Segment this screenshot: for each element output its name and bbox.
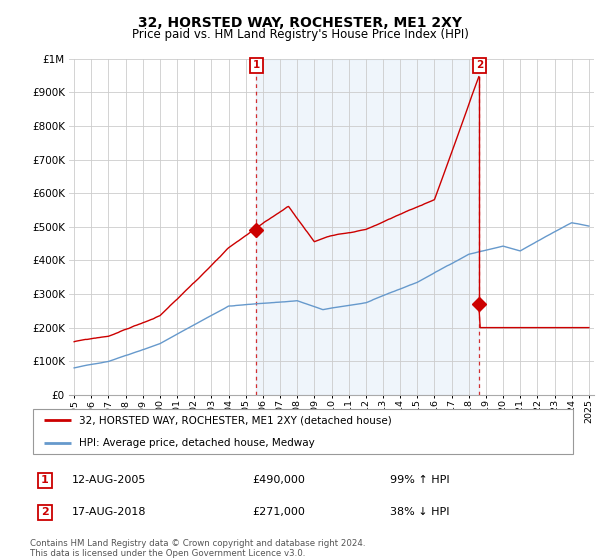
Text: 2: 2 xyxy=(41,507,49,517)
Text: 38% ↓ HPI: 38% ↓ HPI xyxy=(390,507,449,517)
Text: Contains HM Land Registry data © Crown copyright and database right 2024.
This d: Contains HM Land Registry data © Crown c… xyxy=(30,539,365,558)
Text: HPI: Average price, detached house, Medway: HPI: Average price, detached house, Medw… xyxy=(79,438,315,448)
Text: £490,000: £490,000 xyxy=(252,475,305,486)
Text: 32, HORSTED WAY, ROCHESTER, ME1 2XY: 32, HORSTED WAY, ROCHESTER, ME1 2XY xyxy=(138,16,462,30)
Text: Price paid vs. HM Land Registry's House Price Index (HPI): Price paid vs. HM Land Registry's House … xyxy=(131,28,469,41)
Text: 17-AUG-2018: 17-AUG-2018 xyxy=(72,507,146,517)
Text: 1: 1 xyxy=(253,60,260,71)
Text: 1: 1 xyxy=(41,475,49,486)
Text: 99% ↑ HPI: 99% ↑ HPI xyxy=(390,475,449,486)
Text: 12-AUG-2005: 12-AUG-2005 xyxy=(72,475,146,486)
FancyBboxPatch shape xyxy=(33,409,573,454)
Text: £271,000: £271,000 xyxy=(252,507,305,517)
Text: 2: 2 xyxy=(476,60,483,71)
Bar xyxy=(256,59,479,395)
Text: 32, HORSTED WAY, ROCHESTER, ME1 2XY (detached house): 32, HORSTED WAY, ROCHESTER, ME1 2XY (det… xyxy=(79,416,392,426)
